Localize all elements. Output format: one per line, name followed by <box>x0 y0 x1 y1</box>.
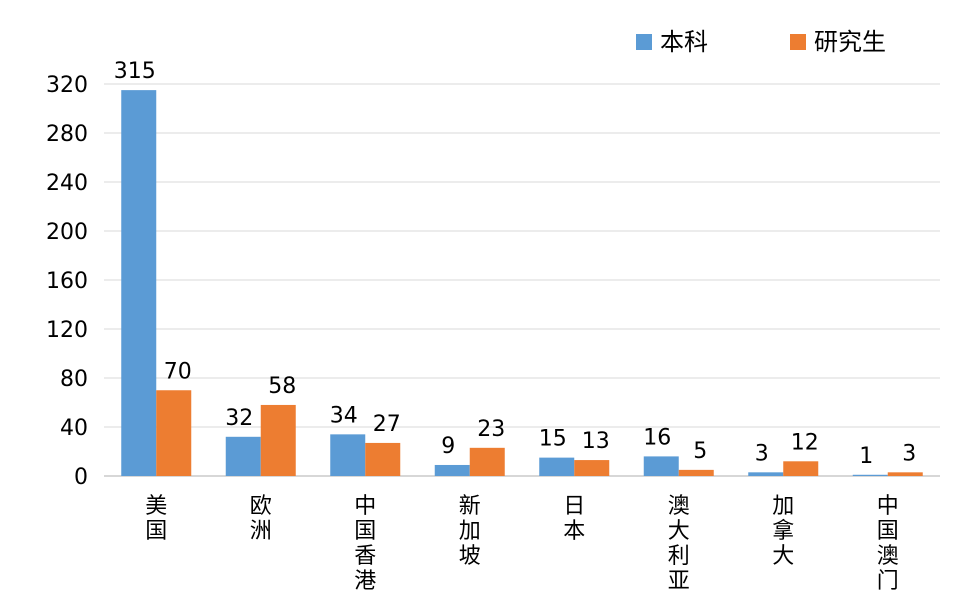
y-tick-label: 200 <box>46 220 88 245</box>
bar-undergrad <box>748 472 784 476</box>
category-label: 澳大利亚 <box>668 494 690 594</box>
data-label: 58 <box>268 374 296 399</box>
y-axis-ticks: 0 40 80 120 160 200 240 280 320 <box>46 73 88 490</box>
category-label: 新加坡 <box>459 494 481 569</box>
x-axis-categories: 美国 欧洲 中国香港 新加坡 日本 澳大利亚 加拿大 中国澳门 <box>145 494 899 594</box>
bar-grad <box>365 442 401 476</box>
data-label: 23 <box>477 417 505 442</box>
bar-grad <box>678 469 714 476</box>
bar-undergrad <box>330 434 366 476</box>
bar-grad <box>469 447 505 476</box>
bar-grad <box>574 460 610 476</box>
legend-swatch <box>790 34 806 50</box>
data-label: 70 <box>164 359 192 384</box>
data-label: 3 <box>902 441 916 466</box>
y-tick-label: 240 <box>46 171 88 196</box>
y-tick-label: 160 <box>46 269 88 294</box>
data-label: 32 <box>225 406 253 431</box>
bar-grad <box>260 404 296 476</box>
legend-label: 本科 <box>660 28 708 56</box>
legend-swatch <box>636 34 652 50</box>
data-label: 13 <box>582 429 610 454</box>
data-label: 9 <box>441 434 455 459</box>
category-label: 美国 <box>145 494 167 544</box>
y-tick-label: 120 <box>46 318 88 343</box>
y-tick-label: 80 <box>60 367 88 392</box>
bars <box>121 90 923 476</box>
bar-undergrad <box>225 436 261 476</box>
category-label: 加拿大 <box>772 494 794 569</box>
data-label: 3 <box>755 441 769 466</box>
bar-grad <box>156 390 192 476</box>
legend: 本科 研究生 <box>636 28 886 56</box>
y-tick-label: 40 <box>60 416 88 441</box>
bar-undergrad <box>434 464 470 476</box>
bar-undergrad <box>121 90 157 476</box>
data-label: 16 <box>643 425 671 450</box>
bar-grad <box>887 472 923 476</box>
y-tick-label: 320 <box>46 73 88 98</box>
data-label: 1 <box>859 444 873 469</box>
data-label: 5 <box>693 439 707 464</box>
category-label: 日本 <box>563 494 585 544</box>
category-label: 中国澳门 <box>877 494 899 594</box>
bar-undergrad <box>539 457 575 476</box>
data-label: 15 <box>539 427 567 452</box>
bar-grad <box>783 461 819 476</box>
data-label: 12 <box>791 430 819 455</box>
category-label: 欧洲 <box>250 494 272 544</box>
data-label: 34 <box>330 403 358 428</box>
legend-label: 研究生 <box>814 28 886 56</box>
data-label: 27 <box>373 412 401 437</box>
category-label: 中国香港 <box>354 494 376 594</box>
y-tick-label: 0 <box>74 465 88 490</box>
bar-undergrad <box>852 474 888 476</box>
y-tick-label: 280 <box>46 122 88 147</box>
bar-undergrad <box>643 456 679 476</box>
data-label: 315 <box>114 59 156 84</box>
